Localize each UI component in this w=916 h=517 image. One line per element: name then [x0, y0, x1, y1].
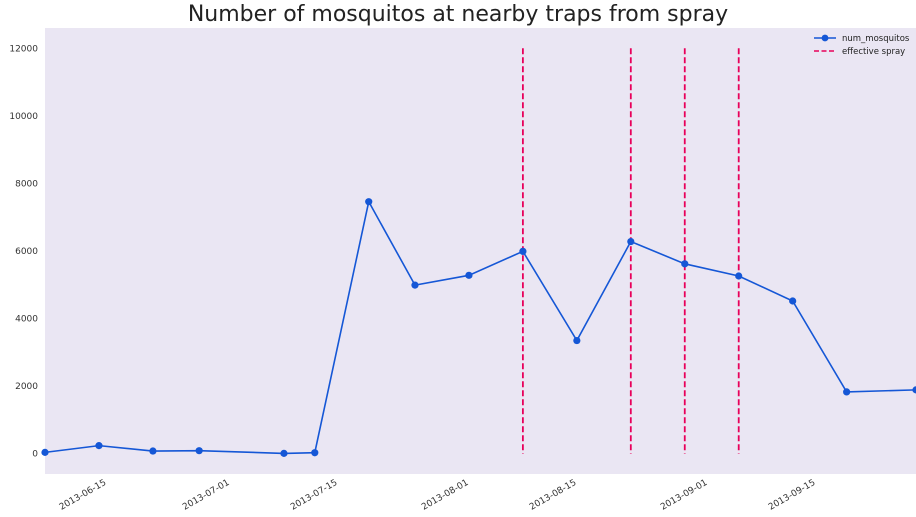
data-point [149, 447, 157, 455]
chart-title: Number of mosquitos at nearby traps from… [187, 2, 729, 27]
data-point [311, 449, 319, 457]
data-point [465, 271, 473, 279]
x-tick-label: 2013-06-15 [58, 478, 108, 513]
data-point [843, 388, 851, 396]
legend-label-num-mosquitos: num_mosquitos [842, 34, 910, 44]
data-point [365, 198, 373, 206]
data-point [280, 449, 288, 457]
y-tick-label: 4000 [15, 315, 38, 325]
data-point [41, 448, 49, 456]
data-point [789, 297, 797, 305]
x-tick-label: 2013-07-01 [181, 478, 231, 513]
y-tick-label: 0 [32, 450, 38, 460]
data-point [681, 260, 689, 268]
data-point [519, 247, 527, 255]
y-tick-label: 2000 [15, 382, 38, 392]
data-point [411, 281, 419, 289]
data-point [627, 237, 635, 246]
data-point [735, 272, 743, 280]
plot-area [45, 28, 916, 474]
data-point [195, 447, 203, 455]
data-point [573, 336, 581, 345]
y-tick-label: 8000 [15, 179, 38, 189]
legend-marker-num-mosquitos [821, 34, 829, 42]
x-tick-label: 2013-09-01 [659, 478, 709, 513]
x-tick-label: 2013-08-15 [528, 478, 578, 513]
y-tick-label: 6000 [15, 247, 38, 257]
x-tick-label: 2013-07-15 [289, 478, 339, 513]
data-point [912, 386, 916, 394]
x-tick-label: 2013-09-15 [767, 478, 817, 513]
data-point [95, 442, 103, 450]
x-tick-label: 2013-08-01 [420, 478, 470, 513]
legend-label-effective-spray: effective spray [842, 47, 905, 57]
y-tick-label: 12000 [9, 44, 38, 54]
y-tick-label: 10000 [9, 112, 38, 122]
